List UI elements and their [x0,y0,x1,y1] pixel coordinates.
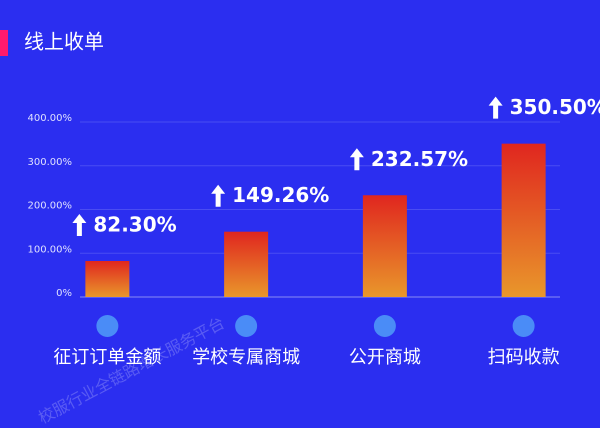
title-accent [0,30,8,56]
category-dot [512,315,535,337]
bar [224,231,269,297]
y-tick-label: 300.00% [28,157,73,168]
category-dot [373,315,396,337]
y-tick-label: 100.00% [28,244,73,255]
y-tick-label: 200.00% [28,201,73,212]
category-dot [235,315,258,337]
bar [85,260,130,297]
x-tick-label: 公开商城 [349,347,421,368]
x-tick-label: 征订订单金额 [53,347,161,368]
category-dot [96,315,119,337]
y-tick-label: 400.00% [28,113,73,124]
up-arrow [488,96,503,119]
value-label: 149.26% [232,183,329,207]
up-arrow [211,184,226,207]
value-label: 350.50% [510,95,600,119]
chart-title: 线上收单 [24,30,104,54]
up-arrow [349,148,364,171]
bar [501,143,546,297]
value-label: 232.57% [371,147,468,171]
up-arrow [72,213,87,236]
value-label: 82.30% [93,212,176,236]
x-tick-label: 扫码收款 [488,347,560,368]
x-tick-label: 学校专属商城 [192,347,300,368]
bar [362,195,407,297]
y-tick-label: 0% [56,288,72,299]
